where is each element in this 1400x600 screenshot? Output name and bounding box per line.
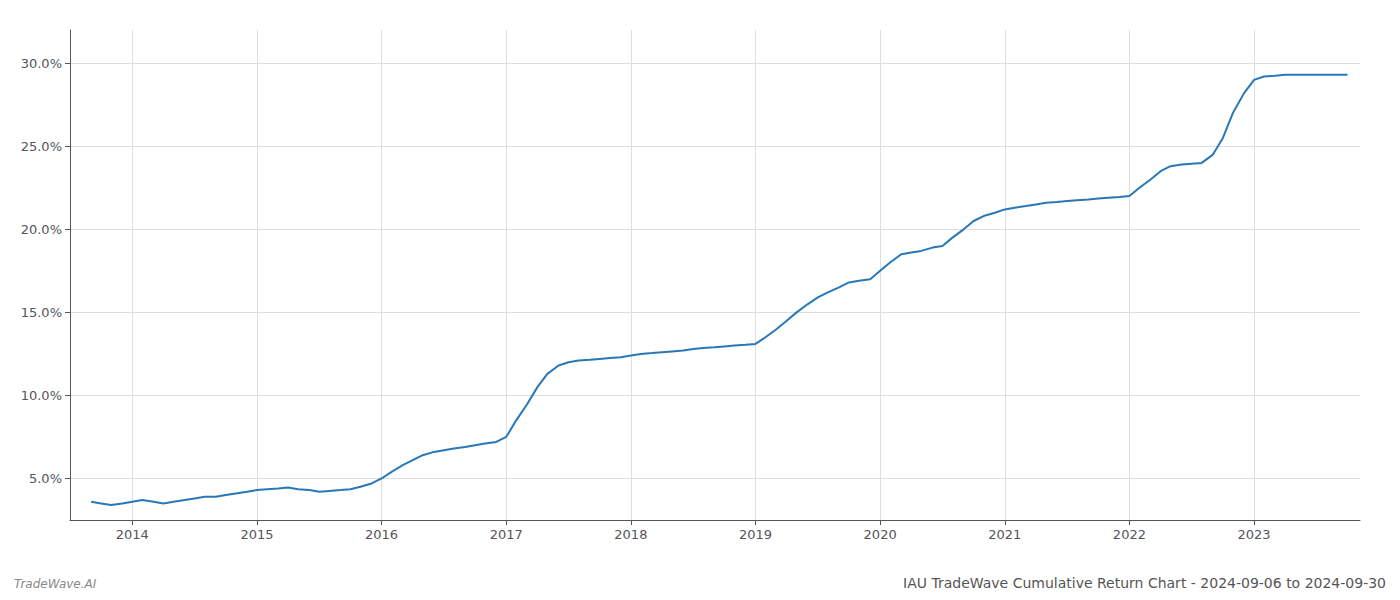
svg-text:2022: 2022 [1113,527,1146,542]
svg-text:2019: 2019 [739,527,772,542]
svg-text:25.0%: 25.0% [21,139,62,154]
svg-text:2016: 2016 [365,527,398,542]
svg-text:20.0%: 20.0% [21,222,62,237]
svg-text:2018: 2018 [614,527,647,542]
svg-text:IAU TradeWave Cumulative Retur: IAU TradeWave Cumulative Return Chart - … [903,575,1386,591]
svg-text:5.0%: 5.0% [29,471,62,486]
svg-text:30.0%: 30.0% [21,56,62,71]
svg-text:2023: 2023 [1238,527,1271,542]
svg-text:TradeWave.AI: TradeWave.AI [14,577,97,591]
svg-text:2021: 2021 [988,527,1021,542]
svg-text:10.0%: 10.0% [21,388,62,403]
svg-text:2020: 2020 [864,527,897,542]
svg-text:2015: 2015 [240,527,273,542]
svg-text:15.0%: 15.0% [21,305,62,320]
svg-text:2014: 2014 [116,527,149,542]
svg-text:2017: 2017 [490,527,523,542]
